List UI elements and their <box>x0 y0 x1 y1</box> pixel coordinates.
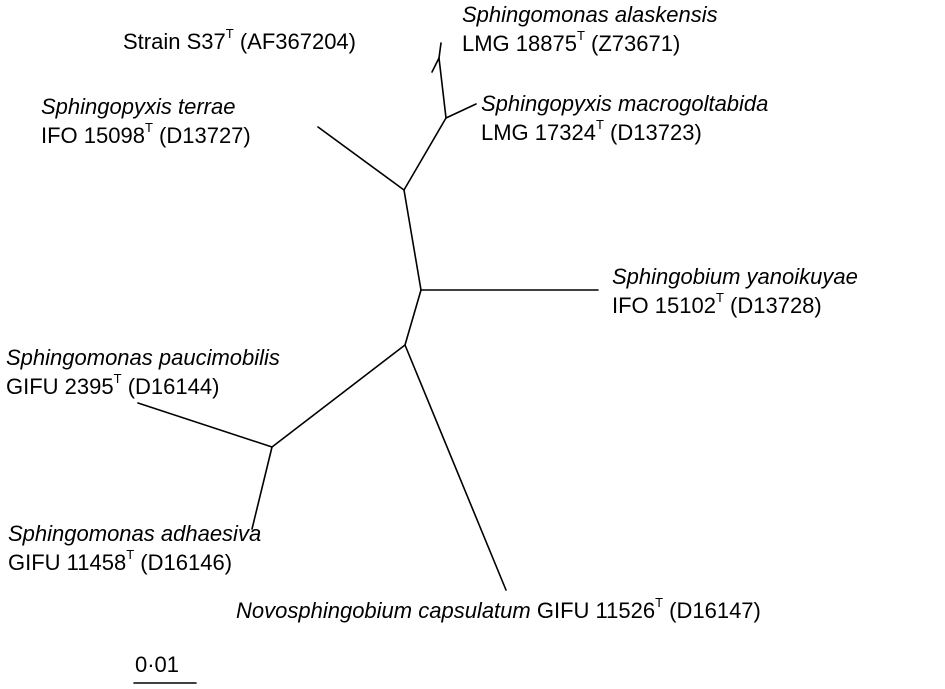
taxon-accession: (D16146) <box>140 550 233 575</box>
branch-internal-center-upper <box>403 189 422 291</box>
taxon-accession: (D16144) <box>127 374 220 399</box>
taxon-species: Novosphingobium capsulatum <box>236 598 531 623</box>
taxon-strain: GIFU 2395 <box>6 374 114 399</box>
type-strain-marker: T <box>576 27 585 43</box>
taxon-strain-line: Strain S37T (AF367204) <box>123 27 356 56</box>
taxon-species: Sphingomonas adhaesiva <box>8 521 262 546</box>
taxon-strain: LMG 18875 <box>462 31 577 56</box>
taxon-species: Sphingopyxis macrogoltabida <box>481 91 769 116</box>
taxon-label-sphingomonas-paucimobilis: Sphingomonas paucimobilis GIFU 2395T (D1… <box>6 343 280 401</box>
branch-sphingomonas-alaskensis <box>438 42 442 59</box>
branch-novosphingobium-capsulatum <box>404 344 507 591</box>
scale-bar-label: 0·01 <box>135 652 180 677</box>
taxon-strain: GIFU 11526 <box>536 598 656 623</box>
branch-sphingomonas-adhaesiva <box>251 446 273 530</box>
type-strain-marker: T <box>126 546 135 562</box>
taxon-accession: (D13723) <box>610 120 702 145</box>
taxon-label-sphingobium-yanoikuyae: Sphingobium yanoikuyae IFO 15102T (D1372… <box>612 262 858 320</box>
taxon-strain-line: IFO 15102T (D13728) <box>612 291 858 320</box>
taxon-accession: (D16147) <box>669 598 761 623</box>
branch-internal-sphingomonas-clade <box>271 344 406 448</box>
branch-sphingopyxis-macrogoltabida <box>445 103 477 119</box>
taxon-species: Sphingobium yanoikuyae <box>612 264 858 289</box>
type-strain-marker: T <box>225 25 234 41</box>
taxon-label-strain-s37: Strain S37T (AF367204) <box>123 27 356 56</box>
taxon-label-sphingomonas-alaskensis: Sphingomonas alaskensis LMG 18875T (Z736… <box>462 0 718 58</box>
taxon-strain: IFO 15098 <box>41 123 145 148</box>
taxon-label-novosphingobium-capsulatum: Novosphingobium capsulatum GIFU 11526T (… <box>236 596 761 625</box>
type-strain-marker: T <box>655 594 664 610</box>
taxon-full-line: Novosphingobium capsulatum GIFU 11526T (… <box>236 596 761 625</box>
taxon-strain: IFO 15102 <box>612 293 716 318</box>
type-strain-marker: T <box>595 116 604 132</box>
taxon-strain-line: IFO 15098T (D13727) <box>41 121 251 150</box>
type-strain-marker: T <box>144 119 153 135</box>
taxon-label-sphingopyxis-terrae: Sphingopyxis terrae IFO 15098T (D13727) <box>41 92 251 150</box>
branch-internal-upper-clade <box>403 117 447 191</box>
taxon-accession: (AF367204) <box>239 29 356 54</box>
taxon-accession: (D13727) <box>159 123 251 148</box>
type-strain-marker: T <box>715 289 724 305</box>
taxon-strain-line: LMG 18875T (Z73671) <box>462 29 718 58</box>
taxon-accession: (Z73671) <box>591 31 681 56</box>
taxon-species: Sphingopyxis terrae <box>41 94 236 119</box>
taxon-accession: (D13728) <box>730 293 822 318</box>
taxon-label-sphingopyxis-macrogoltabida: Sphingopyxis macrogoltabida LMG 17324T (… <box>481 89 768 147</box>
taxon-strain-line: GIFU 11458T (D16146) <box>8 548 261 577</box>
taxon-strain-line: GIFU 2395T (D16144) <box>6 372 280 401</box>
taxon-label-sphingomonas-adhaesiva: Sphingomonas adhaesiva GIFU 11458T (D161… <box>8 519 261 577</box>
taxon-strain: GIFU 11458 <box>8 550 127 575</box>
branch-internal-center-lower <box>404 289 422 346</box>
taxon-species: Sphingomonas paucimobilis <box>6 345 280 370</box>
taxon-strain: Strain S37 <box>123 29 226 54</box>
type-strain-marker: T <box>113 370 122 386</box>
branch-sphingopyxis-terrae <box>317 126 405 191</box>
taxon-species: Sphingomonas alaskensis <box>462 2 718 27</box>
taxon-strain: LMG 17324 <box>481 120 596 145</box>
taxon-strain-line: LMG 17324T (D13723) <box>481 118 768 147</box>
branch-strain-s37 <box>431 57 440 73</box>
branch-alaskensis-group <box>438 57 447 119</box>
branch-sphingomonas-paucimobilis <box>137 402 273 448</box>
